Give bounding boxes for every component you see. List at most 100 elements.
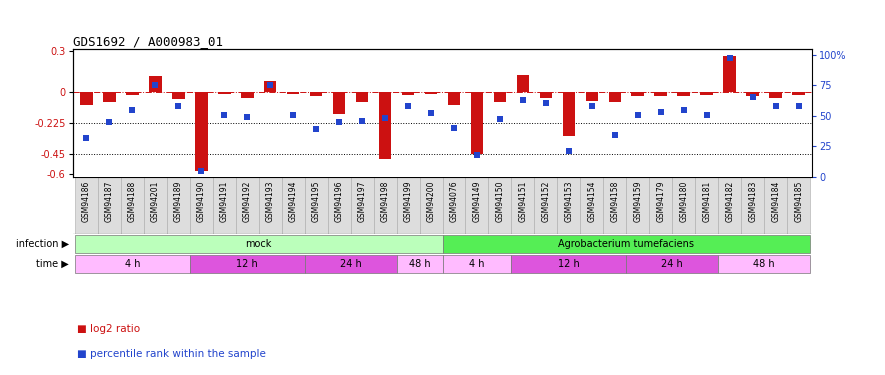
Point — [309, 126, 323, 132]
FancyBboxPatch shape — [419, 177, 442, 234]
FancyBboxPatch shape — [719, 177, 742, 234]
Text: GSM94154: GSM94154 — [588, 180, 596, 222]
FancyBboxPatch shape — [304, 177, 327, 234]
Text: GSM94198: GSM94198 — [381, 180, 389, 222]
Text: infection ▶: infection ▶ — [16, 239, 69, 249]
Bar — [517, 75, 529, 92]
FancyBboxPatch shape — [673, 177, 696, 234]
Point — [539, 100, 553, 106]
Text: GDS1692 / A000983_01: GDS1692 / A000983_01 — [73, 34, 222, 48]
Point — [148, 82, 162, 88]
Point — [608, 132, 622, 138]
Point — [493, 116, 507, 122]
Bar — [333, 92, 345, 114]
Text: Agrobacterium tumefaciens: Agrobacterium tumefaciens — [558, 239, 695, 249]
Point — [378, 115, 392, 121]
Text: GSM94185: GSM94185 — [794, 180, 804, 222]
FancyBboxPatch shape — [442, 235, 810, 253]
Text: GSM94180: GSM94180 — [680, 180, 689, 222]
FancyBboxPatch shape — [581, 177, 604, 234]
Text: GSM94153: GSM94153 — [565, 180, 573, 222]
FancyBboxPatch shape — [327, 177, 350, 234]
Point — [470, 152, 484, 158]
Point — [401, 104, 415, 110]
FancyBboxPatch shape — [442, 177, 466, 234]
Point — [516, 97, 530, 103]
Text: GSM94181: GSM94181 — [702, 180, 712, 222]
Bar — [677, 92, 690, 96]
Bar — [264, 81, 276, 92]
Point — [80, 135, 94, 141]
Text: GSM94191: GSM94191 — [219, 180, 228, 222]
Bar — [402, 92, 414, 95]
Point — [217, 112, 231, 118]
Text: GSM94186: GSM94186 — [81, 180, 91, 222]
Bar — [80, 92, 93, 105]
Text: GSM94151: GSM94151 — [519, 180, 527, 222]
Bar — [700, 92, 713, 95]
Text: 24 h: 24 h — [661, 259, 683, 269]
Text: GSM94197: GSM94197 — [358, 180, 366, 222]
Bar — [126, 92, 139, 95]
Text: GSM94199: GSM94199 — [404, 180, 412, 222]
Text: mock: mock — [245, 239, 272, 249]
Bar — [586, 92, 598, 100]
FancyBboxPatch shape — [558, 177, 581, 234]
Text: GSM94189: GSM94189 — [173, 180, 183, 222]
Bar — [655, 92, 667, 96]
Point — [355, 117, 369, 123]
Point — [700, 112, 714, 118]
Point — [332, 119, 346, 125]
FancyBboxPatch shape — [373, 177, 396, 234]
Text: GSM94192: GSM94192 — [242, 180, 251, 222]
FancyBboxPatch shape — [489, 177, 512, 234]
FancyBboxPatch shape — [512, 255, 627, 273]
Text: time ▶: time ▶ — [36, 259, 69, 269]
FancyBboxPatch shape — [719, 255, 810, 273]
Bar — [379, 92, 391, 159]
Bar — [172, 92, 185, 99]
Bar — [632, 92, 644, 96]
Point — [723, 55, 737, 61]
Point — [447, 125, 461, 131]
Point — [263, 82, 277, 88]
FancyBboxPatch shape — [75, 177, 98, 234]
FancyBboxPatch shape — [696, 177, 719, 234]
Bar — [723, 56, 736, 92]
Point — [791, 104, 805, 110]
FancyBboxPatch shape — [512, 177, 535, 234]
Point — [768, 104, 782, 110]
Point — [103, 119, 117, 125]
FancyBboxPatch shape — [75, 235, 442, 253]
FancyBboxPatch shape — [535, 177, 558, 234]
Bar — [103, 92, 116, 102]
Text: 48 h: 48 h — [753, 259, 775, 269]
Point — [677, 107, 691, 113]
Text: GSM94183: GSM94183 — [748, 180, 758, 222]
Bar — [540, 92, 552, 98]
FancyBboxPatch shape — [189, 255, 304, 273]
FancyBboxPatch shape — [396, 255, 442, 273]
FancyBboxPatch shape — [75, 255, 189, 273]
Text: 12 h: 12 h — [236, 259, 258, 269]
Bar — [769, 92, 782, 98]
FancyBboxPatch shape — [627, 255, 719, 273]
Point — [745, 94, 759, 100]
Bar — [241, 92, 253, 98]
Point — [126, 107, 140, 113]
FancyBboxPatch shape — [121, 177, 143, 234]
FancyBboxPatch shape — [442, 255, 512, 273]
Bar — [287, 92, 299, 94]
FancyBboxPatch shape — [764, 177, 787, 234]
Text: GSM94076: GSM94076 — [450, 180, 458, 222]
Point — [171, 104, 185, 110]
FancyBboxPatch shape — [742, 177, 764, 234]
Bar — [149, 76, 162, 92]
Text: GSM94158: GSM94158 — [611, 180, 620, 222]
Bar — [563, 92, 575, 136]
Point — [631, 112, 645, 118]
Bar — [448, 92, 460, 105]
Text: 48 h: 48 h — [409, 259, 430, 269]
FancyBboxPatch shape — [650, 177, 673, 234]
Point — [585, 104, 599, 110]
